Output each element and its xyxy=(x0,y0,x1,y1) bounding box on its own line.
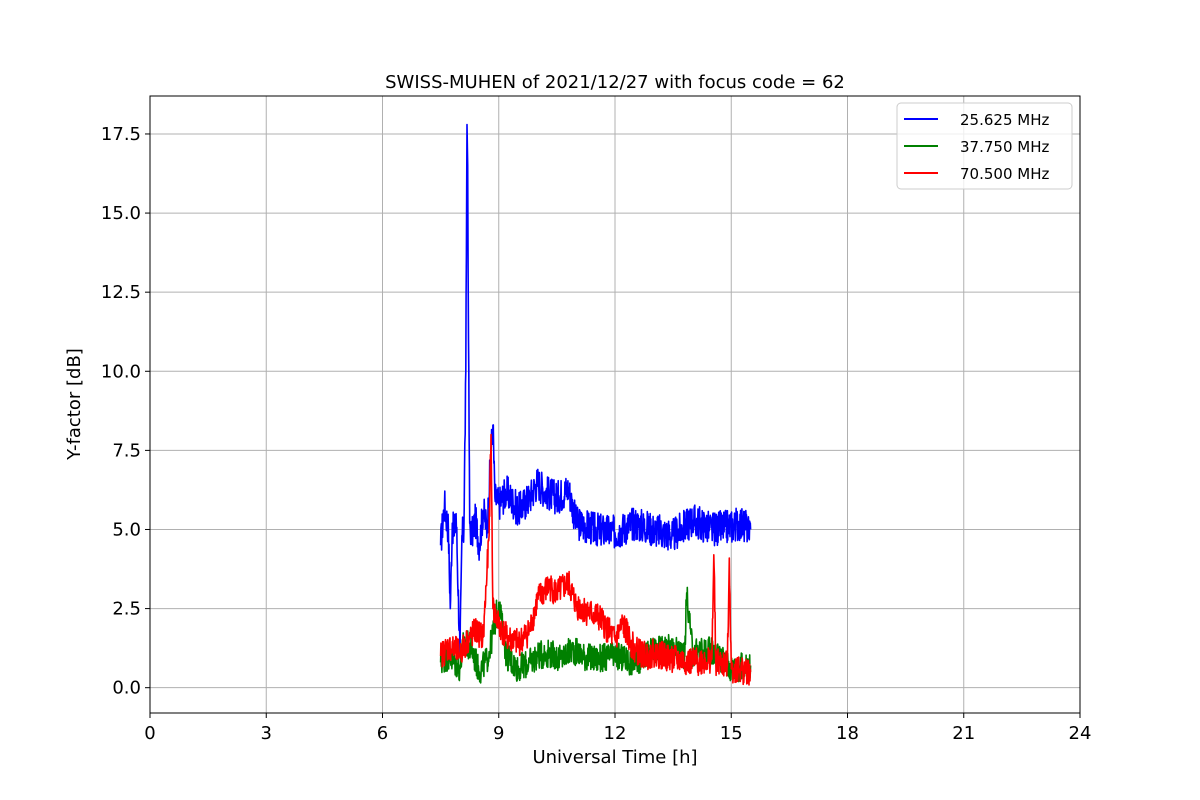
y-tick-label: 17.5 xyxy=(101,124,141,145)
y-tick-label: 0.0 xyxy=(112,678,141,699)
series-line-1 xyxy=(439,123,752,657)
plot-series xyxy=(439,123,752,686)
x-tick-label: 9 xyxy=(493,723,504,744)
x-tick-label: 21 xyxy=(952,723,975,744)
x-tick-label: 15 xyxy=(720,723,743,744)
x-tick-label: 18 xyxy=(836,723,859,744)
x-tick-label: 3 xyxy=(261,723,272,744)
series-line-3 xyxy=(439,433,752,686)
legend-label-1: 25.625 MHz xyxy=(960,111,1049,129)
y-tick-label: 5.0 xyxy=(112,519,141,540)
y-tick-label: 15.0 xyxy=(101,203,141,224)
x-tick-label: 24 xyxy=(1069,723,1092,744)
y-tick-label: 7.5 xyxy=(112,440,141,461)
x-tick-label: 0 xyxy=(144,723,155,744)
axis-ticks: 0 3 6 9 12 15 18 21 24 0.0 2.5 5.0 7.5 10.0 12.5 15.0 17… xyxy=(101,124,1092,744)
legend-label-3: 70.500 MHz xyxy=(960,165,1049,183)
legend: 25.625 MHz 37.750 MHz 70.500 MHz xyxy=(896,102,1073,190)
y-tick-label: 12.5 xyxy=(101,282,141,303)
y-tick-label: 2.5 xyxy=(112,599,141,620)
y-axis-label: Y-factor [dB] xyxy=(64,348,85,461)
legend-box xyxy=(896,102,1073,190)
legend-label-2: 37.750 MHz xyxy=(960,138,1049,156)
x-tick-label: 12 xyxy=(604,723,627,744)
chart-title: SWISS-MUHEN of 2021/12/27 with focus cod… xyxy=(385,72,845,93)
y-tick-label: 10.0 xyxy=(101,361,141,382)
x-axis-label: Universal Time [h] xyxy=(532,747,697,768)
series-line-2 xyxy=(439,586,752,684)
x-tick-label: 6 xyxy=(377,723,388,744)
